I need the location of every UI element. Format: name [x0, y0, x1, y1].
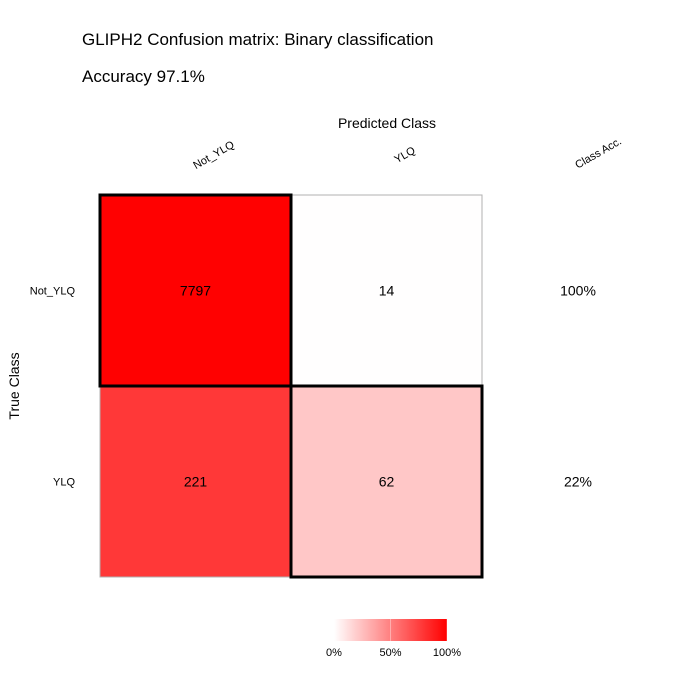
cell-value-ylq-ylq: 62	[379, 474, 395, 490]
x-axis-title: Predicted Class	[338, 115, 436, 131]
cell-not-ylq-ylq	[290, 194, 483, 387]
color-legend: 0% 50% 100%	[326, 619, 461, 659]
diagonal-border-ylq	[289, 384, 484, 579]
class-acc-header: Class Acc.	[573, 135, 623, 171]
cell-value-ylq-not-ylq: 221	[184, 474, 208, 490]
x-tick-not-ylq: Not_YLQ	[191, 139, 237, 172]
legend-tick-label: 0%	[326, 647, 342, 659]
x-tick-ylq: YLQ	[392, 144, 417, 166]
cell-ylq-ylq	[290, 385, 483, 578]
cell-value-not-ylq-not-ylq: 7797	[180, 283, 211, 299]
class-acc-ylq: 22%	[564, 474, 592, 490]
diagonal-border-not-ylq	[98, 193, 293, 388]
legend-tick-label: 50%	[379, 647, 401, 659]
cell-not-ylq-not-ylq	[99, 194, 292, 387]
legend-tick-label: 100%	[433, 647, 461, 659]
heatmap-cells: 7797 14 221 62	[98, 193, 484, 579]
chart-subtitle: Accuracy 97.1%	[82, 67, 205, 86]
class-acc-not-ylq: 100%	[560, 283, 596, 299]
y-axis-title: True Class	[6, 352, 22, 419]
cell-value-not-ylq-ylq: 14	[379, 283, 395, 299]
chart-title: GLIPH2 Confusion matrix: Binary classifi…	[82, 30, 433, 49]
y-tick-not-ylq: Not_YLQ	[30, 286, 76, 298]
y-tick-ylq: YLQ	[53, 477, 75, 489]
